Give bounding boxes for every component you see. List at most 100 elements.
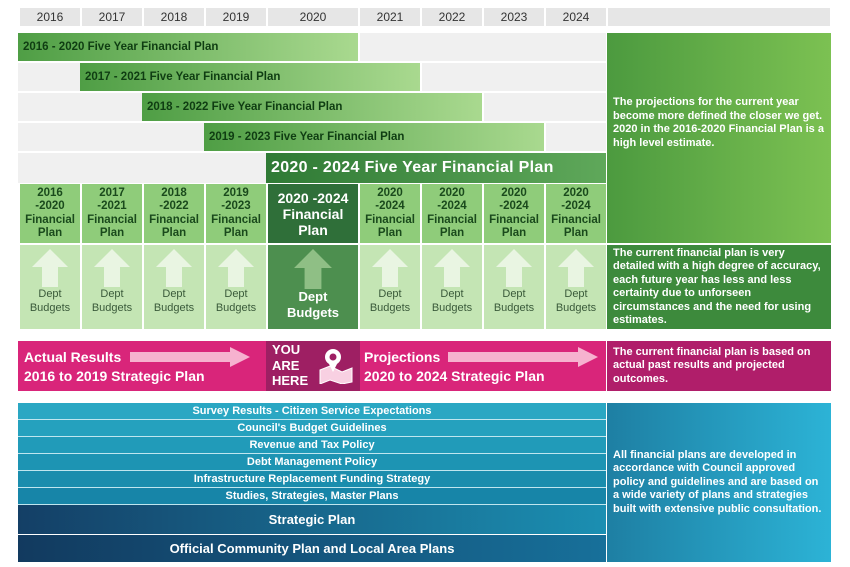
note-current-plan: The current financial plan is very detai… [607,245,831,329]
fp-line: Plan [501,227,527,239]
foundation-row-revenue-tax: Revenue and Tax Policy [18,437,606,454]
map-pin-icon [319,349,353,384]
financial-plan-2023: 2020 -2024 Financial Plan [484,184,544,243]
dept-budgets-2017: Dept Budgets [82,245,142,329]
year-2019: 2019 [206,8,266,26]
budget-label: Dept [298,289,328,304]
fp-line: 2020 [439,186,465,199]
year-header-blank [608,8,830,26]
year-2017: 2017 [82,8,142,26]
dept-budgets-2021: Dept Budgets [360,245,420,329]
fp-line: -2022 [159,200,189,212]
budget-label: Dept [378,288,402,300]
dept-budgets-2022: Dept Budgets [422,245,482,329]
plan-bar-2016-2020: 2016 - 2020 Five Year Financial Plan [18,33,358,61]
note-current-plan-text: The current financial plan is very detai… [613,246,821,327]
budget-label: Dept [162,288,186,300]
grid-cell [18,93,142,121]
fp-line: 2020 [377,186,403,199]
plan-bar-2020-2024: 2020 - 2024 Five Year Financial Plan [266,153,606,183]
fp-line: Financial [427,213,477,226]
note-projections-text: The projections for the current year bec… [613,96,824,149]
budget-label: Budgets [287,305,339,320]
budget-label: Budgets [369,301,411,314]
budget-label: Budgets [493,301,535,314]
fp-line: Plan [377,227,403,239]
foundation-row-debt: Debt Management Policy [18,454,606,471]
foundation-row-strategic-plan: Strategic Plan [18,505,606,534]
fp-line: 2020 [501,186,527,199]
financial-plan-2024: 2020 -2024 Financial Plan [546,184,606,243]
financial-plan-2017-2021: 2017 -2021 Financial Plan [82,184,142,243]
grid-cell [484,93,606,121]
projections-subtitle: 2020 to 2024 Strategic Plan [364,368,545,384]
budget-label: Dept [440,288,464,300]
you-are-here-text: YOU ARE HERE [272,342,308,389]
fp-line: 2018 [161,186,187,199]
grid-cell [18,63,80,91]
up-arrow-icon [294,249,332,289]
up-arrow-icon [32,249,68,287]
projections-band: Projections 2020 to 2024 Strategic Plan [360,341,606,391]
up-arrow-icon [496,249,532,287]
actual-results-subtitle: 2016 to 2019 Strategic Plan [24,368,205,384]
dept-budgets-2019: Dept Budgets [206,245,266,329]
foundation-row-budget-guidelines: Council's Budget Guidelines [18,420,606,437]
foundation-row-infrastructure: Infrastructure Replacement Funding Strat… [18,471,606,488]
fp-line: Financial [282,205,344,222]
year-2018: 2018 [144,8,204,26]
you-are-here-marker: YOU ARE HERE [266,341,360,391]
year-2023: 2023 [484,8,544,26]
budget-label: Budgets [215,301,257,314]
note-actual-results: The current financial plan is based on a… [607,341,831,391]
dept-budgets-2023: Dept Budgets [484,245,544,329]
up-arrow-icon [434,249,470,287]
budget-label: Budgets [555,301,597,314]
up-arrow-icon [94,249,130,287]
fp-line: -2024 [437,200,467,212]
fp-line: -2021 [97,200,127,212]
grid-cell [422,63,606,91]
you-are-here-line: YOU [272,342,301,357]
grid-cell [18,153,266,183]
fp-line: Plan [37,227,63,239]
foundation-row-ocp: Official Community Plan and Local Area P… [18,535,606,562]
budget-label: Dept [564,288,588,300]
dept-budgets-2016: Dept Budgets [20,245,80,329]
you-are-here-line: HERE [272,373,309,388]
up-arrow-icon [558,249,594,287]
financial-plan-2022: 2020 -2024 Financial Plan [422,184,482,243]
fp-line: Financial [551,213,601,226]
fp-line: Plan [161,227,187,239]
plan-bar-2018-2022: 2018 - 2022 Five Year Financial Plan [142,93,482,121]
plan-bar-2017-2021: 2017 - 2021 Five Year Financial Plan [80,63,420,91]
year-2020: 2020 [268,8,358,26]
budget-label: Dept [224,288,248,300]
fp-line: Plan [223,227,249,239]
budget-label: Dept [100,288,124,300]
fp-line: Plan [298,221,328,238]
fp-line: 2017 [99,186,125,199]
budget-label: Budgets [29,301,71,314]
fp-line: -2020 [35,200,65,212]
year-2016: 2016 [20,8,80,26]
arrow-right-icon [448,347,598,367]
fp-line: Plan [99,227,125,239]
budget-label: Dept [502,288,526,300]
plan-bar-2019-2023: 2019 - 2023 Five Year Financial Plan [204,123,544,151]
fp-line: Financial [489,213,539,226]
fp-line: 2019 [223,186,249,199]
actual-results-title: Actual Results [24,349,122,365]
grid-cell [18,123,204,151]
budget-label: Budgets [153,301,195,314]
foundation-row-studies: Studies, Strategies, Master Plans [18,488,606,505]
fp-line: Financial [149,213,199,226]
financial-plan-2019-2023: 2019 -2023 Financial Plan [206,184,266,243]
fp-line: -2024 [499,200,529,212]
fp-line: 2020 [563,186,589,199]
financial-plan-2018-2022: 2018 -2022 Financial Plan [144,184,204,243]
arrow-right-icon [130,347,250,367]
note-projections: The projections for the current year bec… [607,33,831,243]
note-actual-results-text: The current financial plan is based on a… [613,345,811,385]
up-arrow-icon [156,249,192,287]
